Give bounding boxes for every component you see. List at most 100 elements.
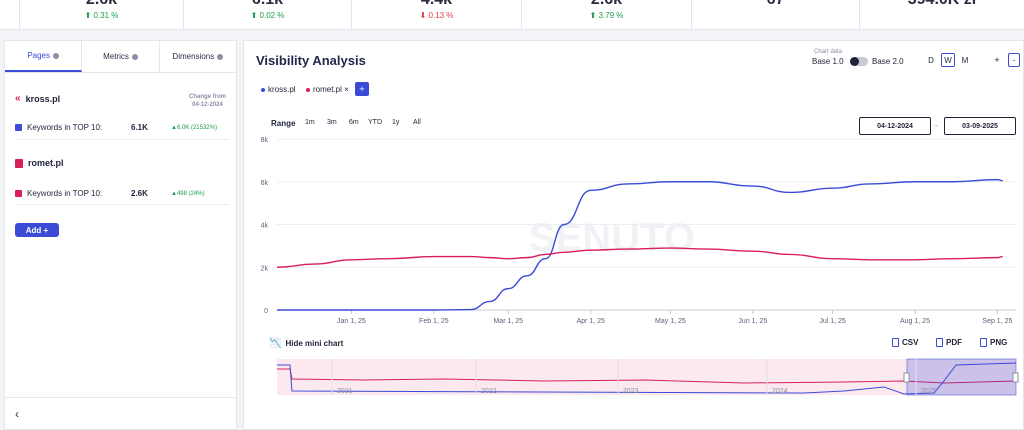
kpi-value: 4.4k [421, 0, 452, 8]
legend-dot [306, 87, 310, 92]
file-icon [936, 338, 943, 347]
kpi-card[interactable]: 6.1k ⬆ 0.02 % [184, 0, 352, 30]
base1-label[interactable]: Base 1.0 [812, 57, 844, 66]
page-item[interactable]: « kross.pl [15, 93, 229, 104]
kpi-value: 2.6k [86, 0, 117, 8]
x-tick-label: Jun 1, 25 [738, 318, 767, 325]
page-name: kross.pl [25, 93, 61, 104]
kpi-value: 394.0K zł [908, 0, 976, 8]
kpi-card[interactable]: 394.0K zł [860, 0, 1024, 30]
x-tick-label: Jan 1, 25 [337, 318, 366, 325]
add-page-button[interactable]: Add + [15, 223, 59, 237]
mini-year-label: 2023 [623, 388, 639, 395]
kpi-card[interactable]: 2.6k ⬆ 3.79 % [522, 0, 692, 30]
tab-pages[interactable]: Pages [5, 41, 83, 72]
y-tick-label: 6k [261, 180, 269, 187]
kpi-change: ⬆ 0.02 % [250, 11, 285, 20]
mini-series-romet [277, 368, 1017, 384]
kpi-card[interactable]: 4.4k ⬇ 0.13 % [352, 0, 522, 30]
kpi-change: ⬆ 0.31 % [84, 11, 119, 20]
mini-area [277, 359, 1016, 395]
x-tick-label: May 1, 25 [655, 318, 686, 325]
kpi-card[interactable]: 67 [692, 0, 860, 30]
file-icon [892, 338, 899, 347]
romet-logo-icon [15, 158, 23, 168]
export-csv-button[interactable]: CSV [892, 338, 918, 347]
kpi-bar: 2.6k ⬆ 0.31 % 6.1k ⬆ 0.02 % 4.4k ⬇ 0.13 … [0, 0, 1024, 30]
divider [15, 139, 229, 140]
period-month-button[interactable]: M [961, 55, 969, 65]
zoom-out-button[interactable]: - [1008, 53, 1020, 67]
series-line-romet-pl[interactable] [276, 247, 1003, 268]
mini-left-handle[interactable] [903, 372, 910, 383]
range-ytd[interactable]: YTD [368, 119, 382, 126]
x-tick-label: Feb 1, 25 [419, 318, 449, 325]
kpi-change: ⬆ 3.79 % [589, 11, 624, 20]
period-week-button[interactable]: W [941, 53, 955, 67]
range-all[interactable]: All [413, 119, 421, 126]
divider [15, 204, 229, 205]
range-6m[interactable]: 6m [349, 119, 359, 126]
mini-year-label: 2021 [337, 388, 353, 395]
x-tick-label: Jul 1, 25 [819, 318, 846, 325]
y-tick-label: 4k [261, 223, 269, 230]
date-arrow: → [932, 122, 939, 129]
info-icon [53, 52, 59, 59]
y-tick-label: 8k [261, 137, 269, 144]
mini-series-kross [277, 362, 1017, 395]
series-line-kross-pl[interactable] [277, 178, 1003, 311]
page-metric-row: Keywords in TOP 10: 6.1K ▲6.0K (21532%) [15, 123, 229, 132]
mini-year-label: 2024 [772, 388, 788, 395]
series-color-swatch [15, 190, 22, 197]
period-day-button[interactable]: D [928, 55, 934, 65]
base-toggle[interactable] [850, 57, 868, 66]
x-tick-label: Sep 1, 25 [982, 318, 1012, 325]
kpi-value: 67 [767, 0, 785, 8]
metric-label: Keywords in TOP 10: [27, 123, 103, 132]
change-header: Change from 04-12-2024 [188, 94, 226, 108]
hide-mini-chart-button[interactable]: 📉 Hide mini chart [269, 338, 344, 349]
export-pdf-button[interactable]: PDF [936, 338, 962, 347]
page-title: Visibility Analysis [256, 53, 366, 68]
kpi-edge [0, 0, 20, 30]
chart-data-label: Chart data [814, 49, 843, 55]
metric-label: Keywords in TOP 10: [27, 189, 103, 198]
kpi-value: 2.6k [591, 0, 622, 8]
mini-chart-navigator[interactable]: 2021 2022 2023 2024 2025 [244, 357, 1024, 397]
metric-value: 6.1K [131, 123, 148, 132]
zoom-in-button[interactable]: + [994, 55, 1000, 65]
base2-label[interactable]: Base 2.0 [872, 57, 904, 66]
kross-logo-icon: « [15, 93, 21, 104]
y-tick-label: 0 [264, 308, 268, 315]
page-item[interactable]: romet.pl [15, 158, 229, 168]
mini-year-label: 2025 [921, 388, 937, 395]
tab-metrics[interactable]: Metrics [82, 41, 160, 72]
info-icon [217, 53, 224, 60]
legend-item-kross[interactable]: kross.pl [261, 85, 296, 94]
export-png-button[interactable]: PNG [980, 338, 1007, 347]
kpi-card[interactable]: 2.6k ⬆ 0.31 % [20, 0, 184, 30]
x-tick-label: Mar 1, 25 [493, 318, 523, 325]
metric-change: ▲498 (24%) [171, 190, 205, 197]
page-metric-row: Keywords in TOP 10: 2.6K ▲498 (24%) [15, 189, 229, 198]
info-icon [131, 53, 138, 60]
add-series-button[interactable]: + [355, 82, 369, 96]
file-icon [980, 338, 987, 347]
date-from-input[interactable]: 04-12-2024 [859, 117, 931, 135]
mini-right-handle[interactable] [1012, 372, 1019, 383]
range-3m[interactable]: 3m [327, 119, 337, 126]
date-to-input[interactable]: 03-09-2025 [944, 117, 1016, 135]
metric-value: 2.6K [131, 189, 148, 198]
range-1y[interactable]: 1y [392, 119, 400, 126]
range-1m[interactable]: 1m [305, 119, 315, 126]
kpi-change: ⬇ 0.13 % [419, 11, 454, 20]
series-color-swatch [15, 124, 22, 131]
toggle-knob [850, 57, 859, 66]
tab-dimensions[interactable]: Dimensions [160, 41, 236, 72]
page-name: romet.pl [28, 158, 64, 168]
visibility-panel: Visibility Analysis Chart data Base 1.0 … [243, 40, 1024, 430]
legend-item-romet[interactable]: romet.pl × [306, 85, 349, 94]
panel-tabs: Pages Metrics Dimensions [5, 41, 236, 73]
collapse-panel-icon[interactable]: ‹ [15, 407, 19, 421]
